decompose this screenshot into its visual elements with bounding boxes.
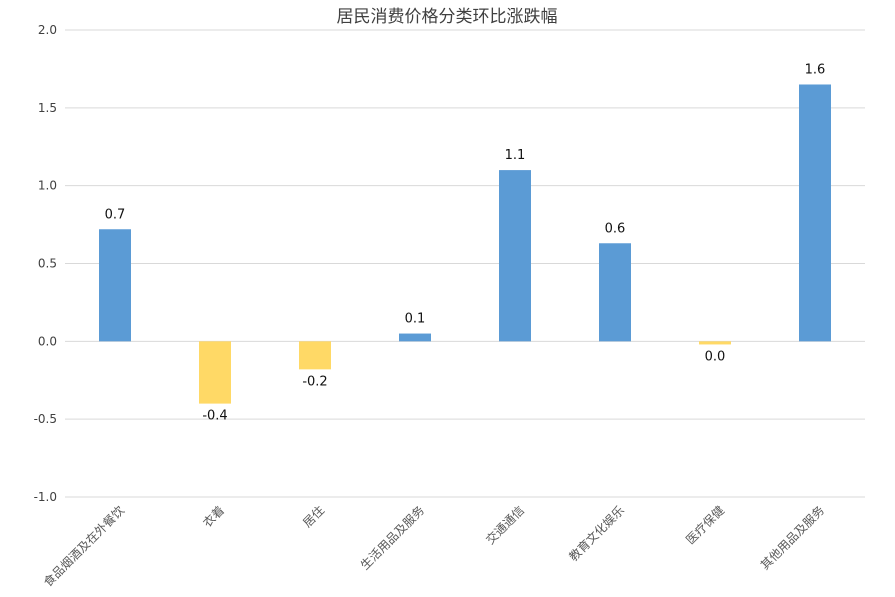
x-tick-label: 食品烟酒及在外餐饮 [40, 503, 127, 590]
data-label: 1.1 [505, 148, 526, 163]
y-tick-label: -0.5 [34, 412, 57, 426]
y-tick-label: -1.0 [34, 490, 57, 504]
data-label: 0.0 [705, 349, 726, 364]
data-label: 1.6 [805, 62, 826, 77]
gridlines [65, 29, 865, 498]
y-tick-label: 0.5 [38, 257, 57, 271]
chart-title: 居民消费价格分类环比涨跌幅 [337, 7, 558, 27]
x-axis-ticks: 食品烟酒及在外餐饮 衣着 居住 生活用品及服务 交通通信 教育文化娱乐 医疗保健 其他用品及服… [40, 503, 827, 590]
bar [199, 341, 231, 404]
y-tick-label: 0.0 [38, 334, 57, 348]
bar [599, 243, 631, 342]
x-tick-label: 衣着 [200, 503, 228, 531]
x-tick-label: 交通通信 [483, 503, 528, 548]
x-tick-label: 居住 [300, 503, 327, 530]
bars [99, 84, 831, 404]
x-tick-label: 其他用品及服务 [757, 503, 827, 573]
data-label: -0.4 [202, 409, 227, 424]
bar [799, 84, 831, 342]
y-tick-label: 1.5 [38, 101, 57, 115]
data-label: 0.1 [405, 312, 426, 327]
x-tick-label: 医疗保健 [683, 503, 727, 547]
bar [699, 341, 731, 345]
y-tick-label: 2.0 [38, 23, 57, 37]
y-tick-label: 1.0 [38, 179, 57, 193]
bar [399, 333, 431, 342]
bar [299, 341, 331, 370]
data-labels: 0.7 -0.4 -0.2 0.1 1.1 0.6 0.0 1.6 [105, 62, 826, 423]
bar [99, 229, 131, 342]
data-label: 0.6 [605, 221, 626, 236]
y-axis-ticks: 2.0 1.5 1.0 0.5 0.0 -0.5 -1.0 [34, 23, 57, 504]
data-label: 0.7 [105, 207, 126, 222]
x-tick-label: 教育文化娱乐 [566, 503, 628, 565]
x-tick-label: 生活用品及服务 [357, 503, 427, 573]
bar [499, 170, 531, 342]
data-label: -0.2 [302, 374, 327, 389]
